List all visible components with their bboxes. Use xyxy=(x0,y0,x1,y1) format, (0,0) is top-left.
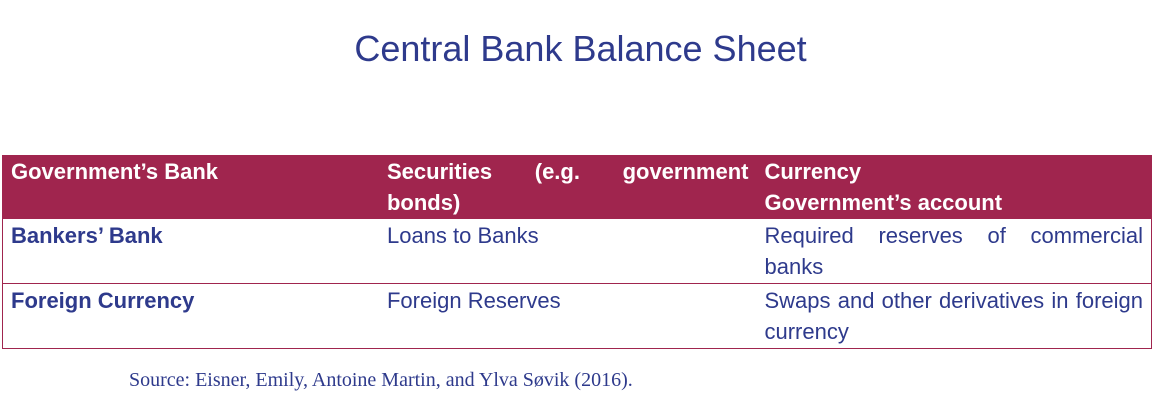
cell-swaps-derivatives: Swaps and other derivatives in foreign c… xyxy=(756,283,1152,349)
table-header-row: Government’s Bank Securities (e.g. gover… xyxy=(2,155,1152,219)
source-citation: Source: Eisner, Emily, Antoine Martin, a… xyxy=(129,369,633,391)
header-cell-currency: Currency Government’s account xyxy=(756,155,1152,219)
header-cell-securities: Securities (e.g. government bonds) xyxy=(378,155,757,219)
header-cell-governments-bank: Government’s Bank xyxy=(2,155,379,219)
row-label-foreign-currency: Foreign Currency xyxy=(2,283,379,349)
cell-loans-to-banks: Loans to Banks xyxy=(378,218,757,284)
balance-sheet-table: Government’s Bank Securities (e.g. gover… xyxy=(2,155,1152,349)
header-currency-label: Currency xyxy=(764,159,862,184)
row-label-bankers-bank: Bankers’ Bank xyxy=(2,218,379,284)
header-government-account-label: Government’s account xyxy=(764,190,1003,215)
cell-foreign-reserves: Foreign Reserves xyxy=(378,283,757,349)
page-title: Central Bank Balance Sheet xyxy=(354,28,807,69)
table-row: Foreign Currency Foreign Reserves Swaps … xyxy=(2,283,1152,349)
table-row: Bankers’ Bank Loans to Banks Required re… xyxy=(2,218,1152,284)
cell-required-reserves: Required reserves of commercial banks xyxy=(756,218,1152,284)
